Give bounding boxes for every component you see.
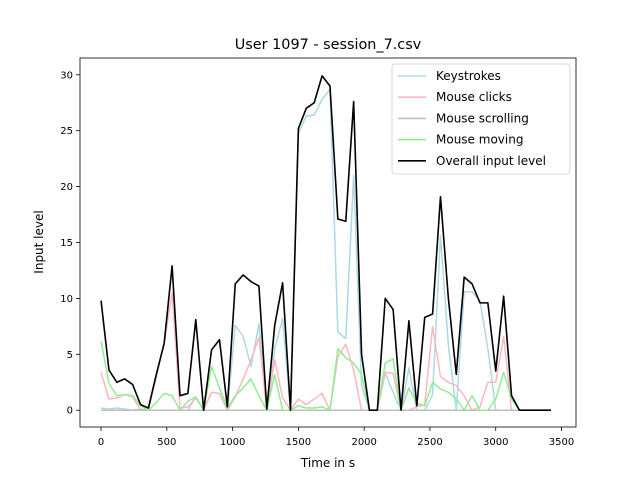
y-tick-label: 15 xyxy=(60,238,73,249)
y-tick-label: 5 xyxy=(67,350,73,361)
axes: 0 500 1000 1500 2000 2500 3000 3500 0 5 10 15 20 25 30 xyxy=(60,70,574,448)
legend-label: Mouse moving xyxy=(436,133,523,147)
x-tick-label: 1500 xyxy=(286,437,311,448)
x-tick-label: 500 xyxy=(157,437,176,448)
y-axis-label: Input level xyxy=(32,210,46,273)
legend-label: Keystrokes xyxy=(436,69,501,83)
series-line-3 xyxy=(100,340,551,411)
x-tick-label: 2000 xyxy=(351,437,376,448)
y-tick-label: 10 xyxy=(60,294,73,305)
legend-label: Mouse clicks xyxy=(436,90,512,104)
series-lines xyxy=(100,75,551,412)
legend-label: Mouse scrolling xyxy=(436,111,529,125)
y-tick-label: 25 xyxy=(60,126,73,137)
y-tick-label: 30 xyxy=(60,70,73,81)
x-axis-label: Time in s xyxy=(300,456,355,470)
chart-title: User 1097 - session_7.csv xyxy=(235,37,422,53)
legend: Keystrokes Mouse clicks Mouse scrolling Mou… xyxy=(391,63,571,175)
x-tick-label: 0 xyxy=(98,437,104,448)
y-tick-label: 0 xyxy=(67,406,73,417)
series-line-1 xyxy=(100,292,551,411)
series-line-4 xyxy=(100,75,551,412)
x-tick-label: 1000 xyxy=(220,437,245,448)
legend-label: Overall input level xyxy=(436,154,546,168)
x-tick-label: 2500 xyxy=(417,437,442,448)
x-tick-label: 3000 xyxy=(483,437,508,448)
y-tick-label: 20 xyxy=(60,182,73,193)
legend-box xyxy=(391,63,571,175)
x-tick-label: 3500 xyxy=(549,437,574,448)
